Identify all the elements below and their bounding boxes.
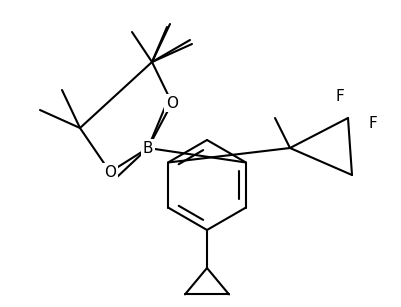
Text: B: B [142, 141, 153, 156]
Text: F: F [368, 115, 377, 130]
Text: O: O [104, 165, 116, 180]
Text: F: F [335, 88, 344, 103]
Text: O: O [166, 95, 178, 111]
